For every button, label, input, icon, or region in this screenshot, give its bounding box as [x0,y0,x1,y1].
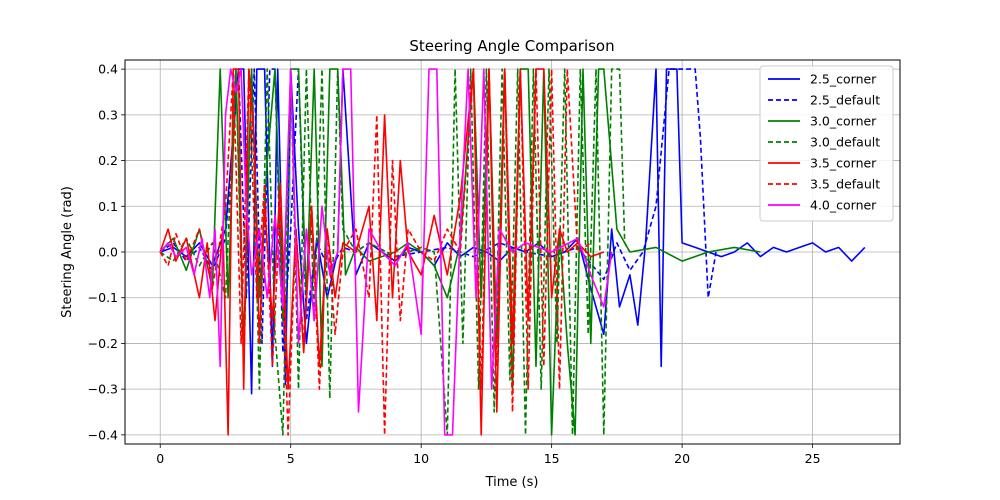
legend-label: 2.5_corner [810,72,877,87]
x-axis-ticks: 0 5 10 15 20 25 [156,444,821,466]
legend: 2.5_corner 2.5_default 3.0_corner 3.0_defau… [759,65,894,222]
series-line-3-5-default [159,68,592,436]
x-tick-label: 15 [544,451,560,466]
x-tick-label: 0 [156,451,164,466]
legend-label: 3.0_corner [810,114,877,129]
x-axis-label: Time (s) [485,475,539,490]
x-tick-label: 25 [805,451,821,466]
plot-area [159,68,866,436]
y-tick-label: 0.4 [98,62,118,77]
legend-label: 3.5_default [810,177,880,192]
y-tick-label: 0.2 [98,153,118,168]
y-tick-label: −0.2 [88,336,118,351]
y-tick-label: 0.1 [98,199,118,214]
y-tick-label: 0.0 [98,245,118,260]
x-tick-label: 5 [287,451,295,466]
series-line-4-0-corner [159,68,613,436]
series-line-3-0-default [159,68,631,436]
chart-title: Steering Angle Comparison [409,37,614,55]
y-tick-label: −0.3 [88,382,118,397]
legend-label: 3.0_default [810,135,880,150]
legend-label: 2.5_default [810,93,880,108]
legend-box [759,65,894,222]
legend-label: 4.0_corner [810,198,877,213]
y-tick-label: −0.4 [88,427,118,442]
y-axis-ticks: −0.4 −0.3 −0.2 −0.1 0.0 0.1 0.2 0.3 0.4 [88,62,125,442]
y-tick-label: 0.3 [98,107,118,122]
y-tick-label: −0.1 [88,290,118,305]
x-tick-label: 10 [413,451,429,466]
x-tick-label: 20 [674,451,690,466]
legend-label: 3.5_corner [810,156,877,171]
y-axis-label: Steering Angle (rad) [60,186,75,318]
